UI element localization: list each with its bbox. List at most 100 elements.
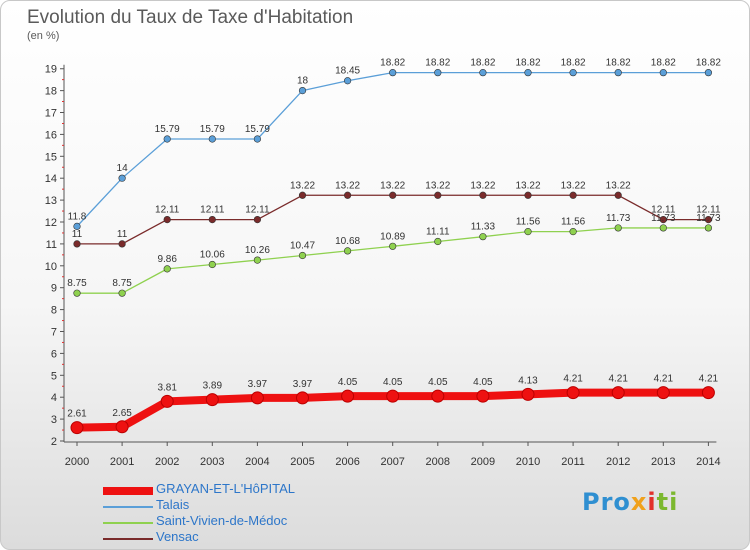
y-tick-label-6: 6 [51, 348, 57, 360]
point-saint-vivien-de-medoc-2002 [163, 265, 171, 273]
point-saint-vivien-de-medoc-2014 [704, 224, 713, 232]
data-label-vensac-2008: 13.22 [425, 180, 450, 191]
data-label-vensac-2004: 12.11 [245, 205, 270, 216]
point-grayan-et-l-hopital-2001 [115, 420, 129, 434]
point-vensac-2010 [524, 191, 532, 199]
y-tick-label-14: 14 [45, 173, 57, 185]
data-label-vensac-2011: 13.22 [561, 180, 586, 191]
data-label-saint-vivien-de-medoc-2003: 10.06 [200, 249, 225, 260]
data-label-talais-2011: 18.82 [561, 58, 586, 69]
data-label-grayan-et-l-hopital-2006: 4.05 [338, 377, 358, 388]
point-talais-2007 [389, 69, 397, 77]
point-grayan-et-l-hopital-2007 [386, 389, 400, 403]
y-tick-label-18: 18 [45, 86, 57, 98]
chart-subtitle: (en %) [27, 30, 60, 42]
point-vensac-2006 [344, 191, 352, 199]
data-label-vensac-2014: 12.11 [696, 205, 721, 216]
data-label-grayan-et-l-hopital-2012: 4.21 [608, 374, 628, 385]
data-label-saint-vivien-de-medoc-2009: 11.33 [471, 222, 496, 233]
data-label-saint-vivien-de-medoc-2002: 9.86 [157, 254, 177, 265]
point-vensac-2007 [389, 191, 397, 199]
data-label-talais-2006: 18.45 [335, 66, 360, 77]
data-label-vensac-2009: 13.22 [470, 180, 495, 191]
legend-swatch-talais [103, 506, 153, 508]
data-label-grayan-et-l-hopital-2013: 4.21 [654, 374, 674, 385]
point-vensac-2000 [73, 240, 81, 248]
x-tick-label-2002: 2002 [155, 456, 179, 468]
data-label-grayan-et-l-hopital-2008: 4.05 [428, 377, 448, 388]
data-label-saint-vivien-de-medoc-2001: 8.75 [112, 278, 132, 289]
y-tick-label-4: 4 [51, 392, 57, 404]
data-label-grayan-et-l-hopital-2000: 2.61 [67, 409, 87, 420]
data-label-saint-vivien-de-medoc-2006: 10.68 [335, 236, 360, 247]
x-tick-label-2010: 2010 [516, 456, 540, 468]
point-talais-2001 [118, 174, 126, 182]
data-label-talais-2005: 18 [297, 76, 309, 87]
data-label-grayan-et-l-hopital-2007: 4.05 [383, 377, 403, 388]
data-label-talais-2012: 18.82 [606, 58, 631, 69]
point-talais-2009 [479, 69, 487, 77]
point-vensac-2002 [163, 215, 171, 224]
x-tick-label-2011: 2011 [561, 456, 585, 468]
data-label-saint-vivien-de-medoc-2014: 11.73 [696, 213, 721, 224]
point-grayan-et-l-hopital-2013 [656, 386, 670, 400]
y-tick-label-7: 7 [51, 327, 57, 339]
point-saint-vivien-de-medoc-2000 [73, 289, 81, 297]
y-tick-label-13: 13 [45, 195, 57, 207]
point-saint-vivien-de-medoc-2007 [389, 242, 397, 250]
legend-swatch-saint-vivien [103, 522, 153, 524]
data-label-talais-2004: 15.79 [245, 124, 270, 135]
y-tick-label-3: 3 [51, 414, 57, 426]
proxiti-logo: Proxiti [582, 488, 679, 516]
data-label-saint-vivien-de-medoc-2005: 10.47 [290, 241, 315, 252]
point-talais-2000 [73, 222, 81, 230]
y-tick-label-2: 2 [51, 436, 57, 448]
point-grayan-et-l-hopital-2009 [476, 389, 490, 403]
point-saint-vivien-de-medoc-2012 [614, 224, 622, 232]
point-saint-vivien-de-medoc-2006 [344, 247, 352, 255]
point-grayan-et-l-hopital-2010 [521, 387, 535, 401]
chart-title: Evolution du Taux de Taxe d'Habitation [27, 7, 354, 28]
point-talais-2006 [344, 77, 352, 85]
point-talais-2012 [614, 69, 622, 77]
data-label-vensac-2006: 13.22 [335, 180, 360, 191]
legend-swatch-grayan [103, 487, 153, 495]
point-saint-vivien-de-medoc-2003 [208, 260, 216, 269]
point-saint-vivien-de-medoc-2005 [298, 251, 307, 260]
point-talais-2004 [253, 135, 261, 143]
point-vensac-2013 [659, 215, 667, 224]
data-label-vensac-2013: 12.11 [651, 205, 676, 216]
point-talais-2002 [163, 135, 171, 143]
point-talais-2005 [298, 86, 307, 95]
x-tick-label-2005: 2005 [290, 456, 314, 468]
point-grayan-et-l-hopital-2006 [341, 389, 355, 403]
point-grayan-et-l-hopital-2004 [250, 391, 264, 405]
point-vensac-2003 [208, 215, 216, 224]
y-tick-label-9: 9 [51, 283, 57, 295]
point-saint-vivien-de-medoc-2001 [118, 289, 126, 297]
data-label-talais-2002: 15.79 [155, 124, 180, 135]
data-label-talais-2013: 18.82 [651, 58, 676, 69]
x-tick-label-2007: 2007 [380, 456, 404, 468]
point-saint-vivien-de-medoc-2013 [659, 224, 667, 232]
x-tick-label-2009: 2009 [471, 456, 495, 468]
point-saint-vivien-de-medoc-2004 [253, 256, 261, 264]
data-label-grayan-et-l-hopital-2003: 3.89 [203, 381, 223, 392]
y-tick-label-12: 12 [45, 217, 57, 229]
point-saint-vivien-de-medoc-2010 [524, 228, 532, 236]
legend-label-vensac: Vensac [156, 529, 199, 544]
point-grayan-et-l-hopital-2003 [205, 393, 219, 407]
data-label-talais-2001: 14 [117, 163, 129, 174]
data-label-vensac-2003: 12.11 [200, 205, 225, 216]
y-tick-label-10: 10 [45, 261, 57, 273]
data-label-vensac-2005: 13.22 [290, 180, 315, 191]
legend-item-grayan: GRAYAN-ET-L'HôPITAL [103, 481, 363, 499]
data-label-vensac-2007: 13.22 [380, 180, 405, 191]
point-vensac-2008 [434, 191, 442, 199]
point-grayan-et-l-hopital-2005 [296, 391, 309, 405]
y-tick-label-17: 17 [45, 108, 57, 120]
data-label-saint-vivien-de-medoc-2004: 10.26 [245, 245, 270, 256]
y-tick-label-11: 11 [46, 239, 57, 251]
x-tick-label-2000: 2000 [65, 456, 89, 468]
point-grayan-et-l-hopital-2011 [566, 386, 580, 400]
